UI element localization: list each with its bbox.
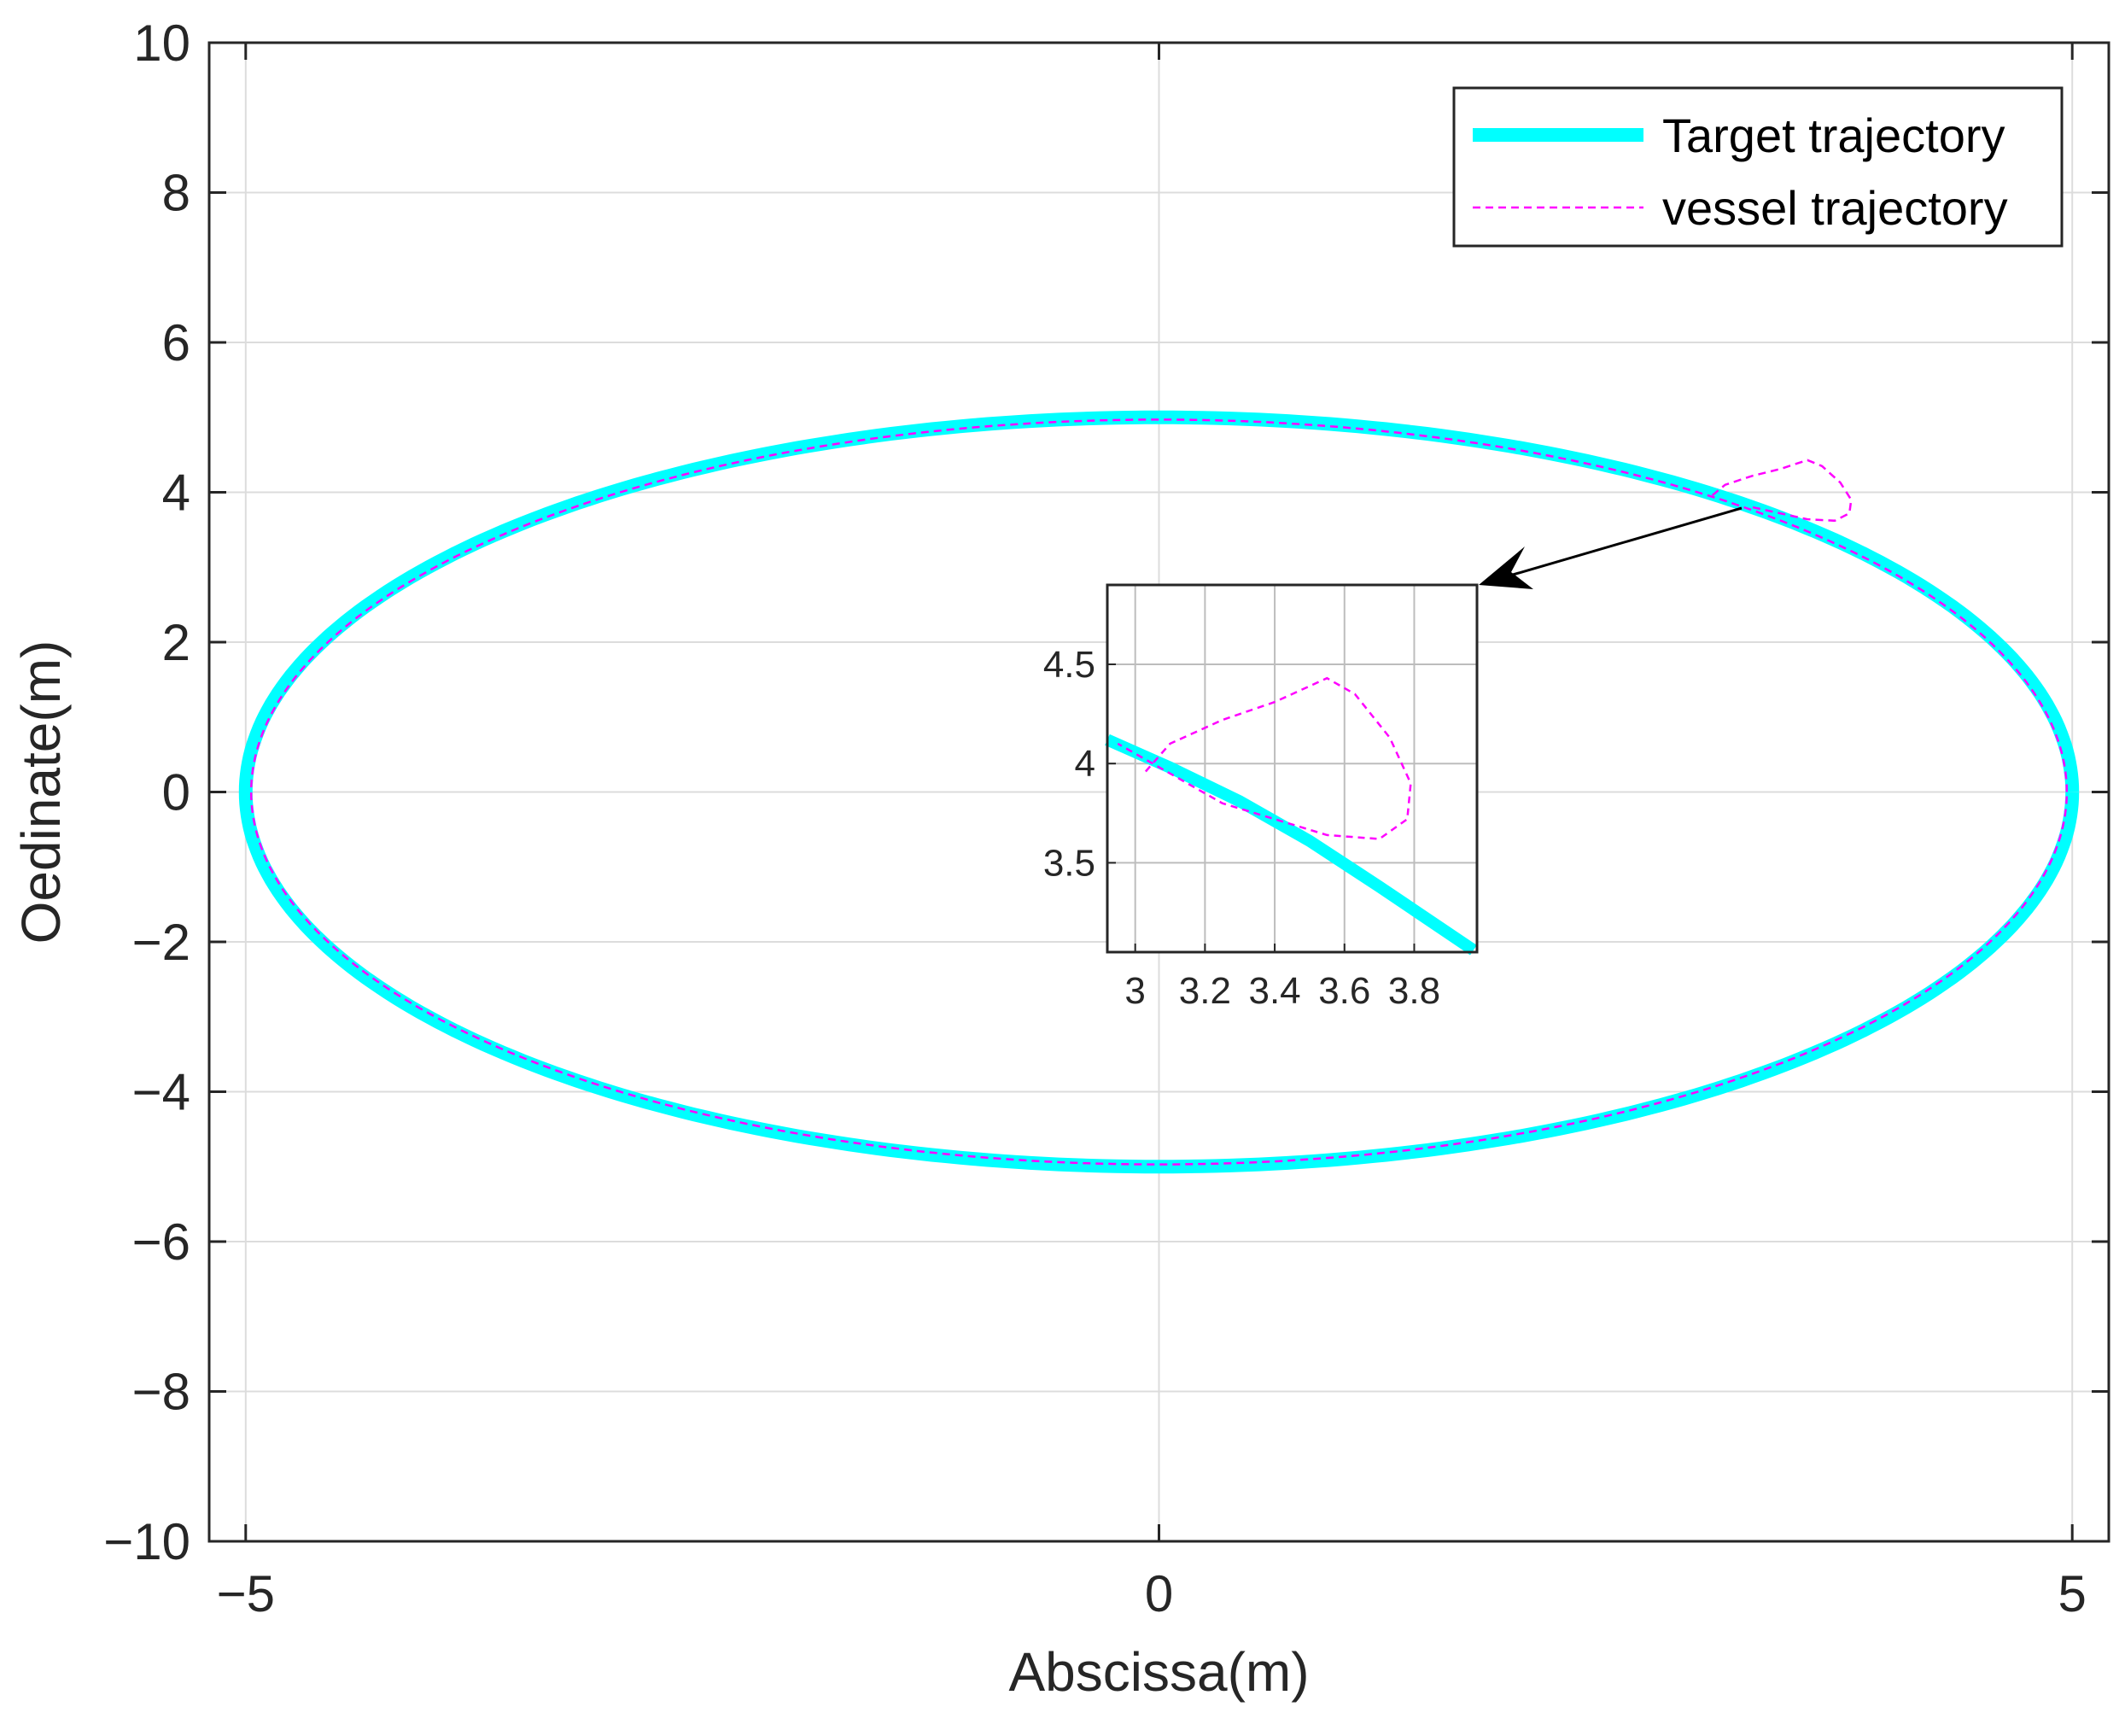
y-tick-label: 10 — [133, 15, 190, 72]
y-tick-label: −6 — [132, 1213, 190, 1271]
inset-y-tick-label: 4.5 — [1043, 644, 1095, 686]
y-tick-label: −8 — [132, 1364, 190, 1421]
zoom-arrow-head — [1479, 547, 1533, 589]
legend-label-target: Target trajectory — [1662, 108, 2005, 162]
inset-y-tick-label: 4 — [1075, 743, 1095, 785]
inset-x-tick-label: 3.8 — [1388, 970, 1440, 1012]
x-axis-title: Abscissa(m) — [1008, 1641, 1309, 1703]
y-tick-label: 2 — [162, 614, 190, 671]
y-tick-label: −4 — [132, 1064, 190, 1121]
inset-x-tick-label: 3.6 — [1318, 970, 1370, 1012]
x-tick-label: 5 — [2058, 1565, 2087, 1622]
y-tick-label: −10 — [103, 1513, 190, 1570]
main-series-layer — [238, 410, 2080, 1174]
x-tick-label: −5 — [217, 1565, 275, 1622]
x-tick-label: 0 — [1145, 1565, 1173, 1622]
vessel-trajectory-line — [249, 418, 2069, 1166]
inset-x-tick-label: 3.4 — [1248, 970, 1300, 1012]
y-tick-label: 0 — [162, 764, 190, 821]
zoom-arrow-shaft — [1512, 506, 1743, 576]
legend-label-vessel: vessel trajectory — [1662, 181, 2008, 235]
zoom-inset: 3 3.2 3.4 3.6 3.8 3.5 4 4.5 — [1043, 583, 1479, 1012]
inset-frame — [1106, 583, 1479, 954]
y-tick-label: −2 — [132, 914, 190, 971]
y-tick-label: 8 — [162, 165, 190, 222]
y-tick-label: 6 — [162, 314, 190, 371]
main-axis-ticks: −5 0 5 −10 −8 −6 −4 −2 0 2 4 6 8 10 — [103, 15, 2109, 1622]
inset-y-tick-label: 3.5 — [1043, 842, 1095, 884]
legend-box — [1452, 86, 2064, 248]
vessel-start-loop-line — [1711, 459, 1853, 523]
inset-target-trajectory-line — [1105, 734, 1477, 956]
zoom-annotation — [1479, 506, 1743, 589]
legend: Target trajectory vessel trajectory — [1452, 86, 2064, 248]
y-axis-title: Oedinate(m) — [10, 640, 72, 944]
y-tick-label: 4 — [162, 465, 190, 522]
inset-x-tick-label: 3 — [1124, 970, 1145, 1012]
target-trajectory-line — [238, 410, 2080, 1174]
inset-vessel-trajectory-line — [1117, 676, 1412, 840]
inset-x-tick-label: 3.2 — [1179, 970, 1231, 1012]
